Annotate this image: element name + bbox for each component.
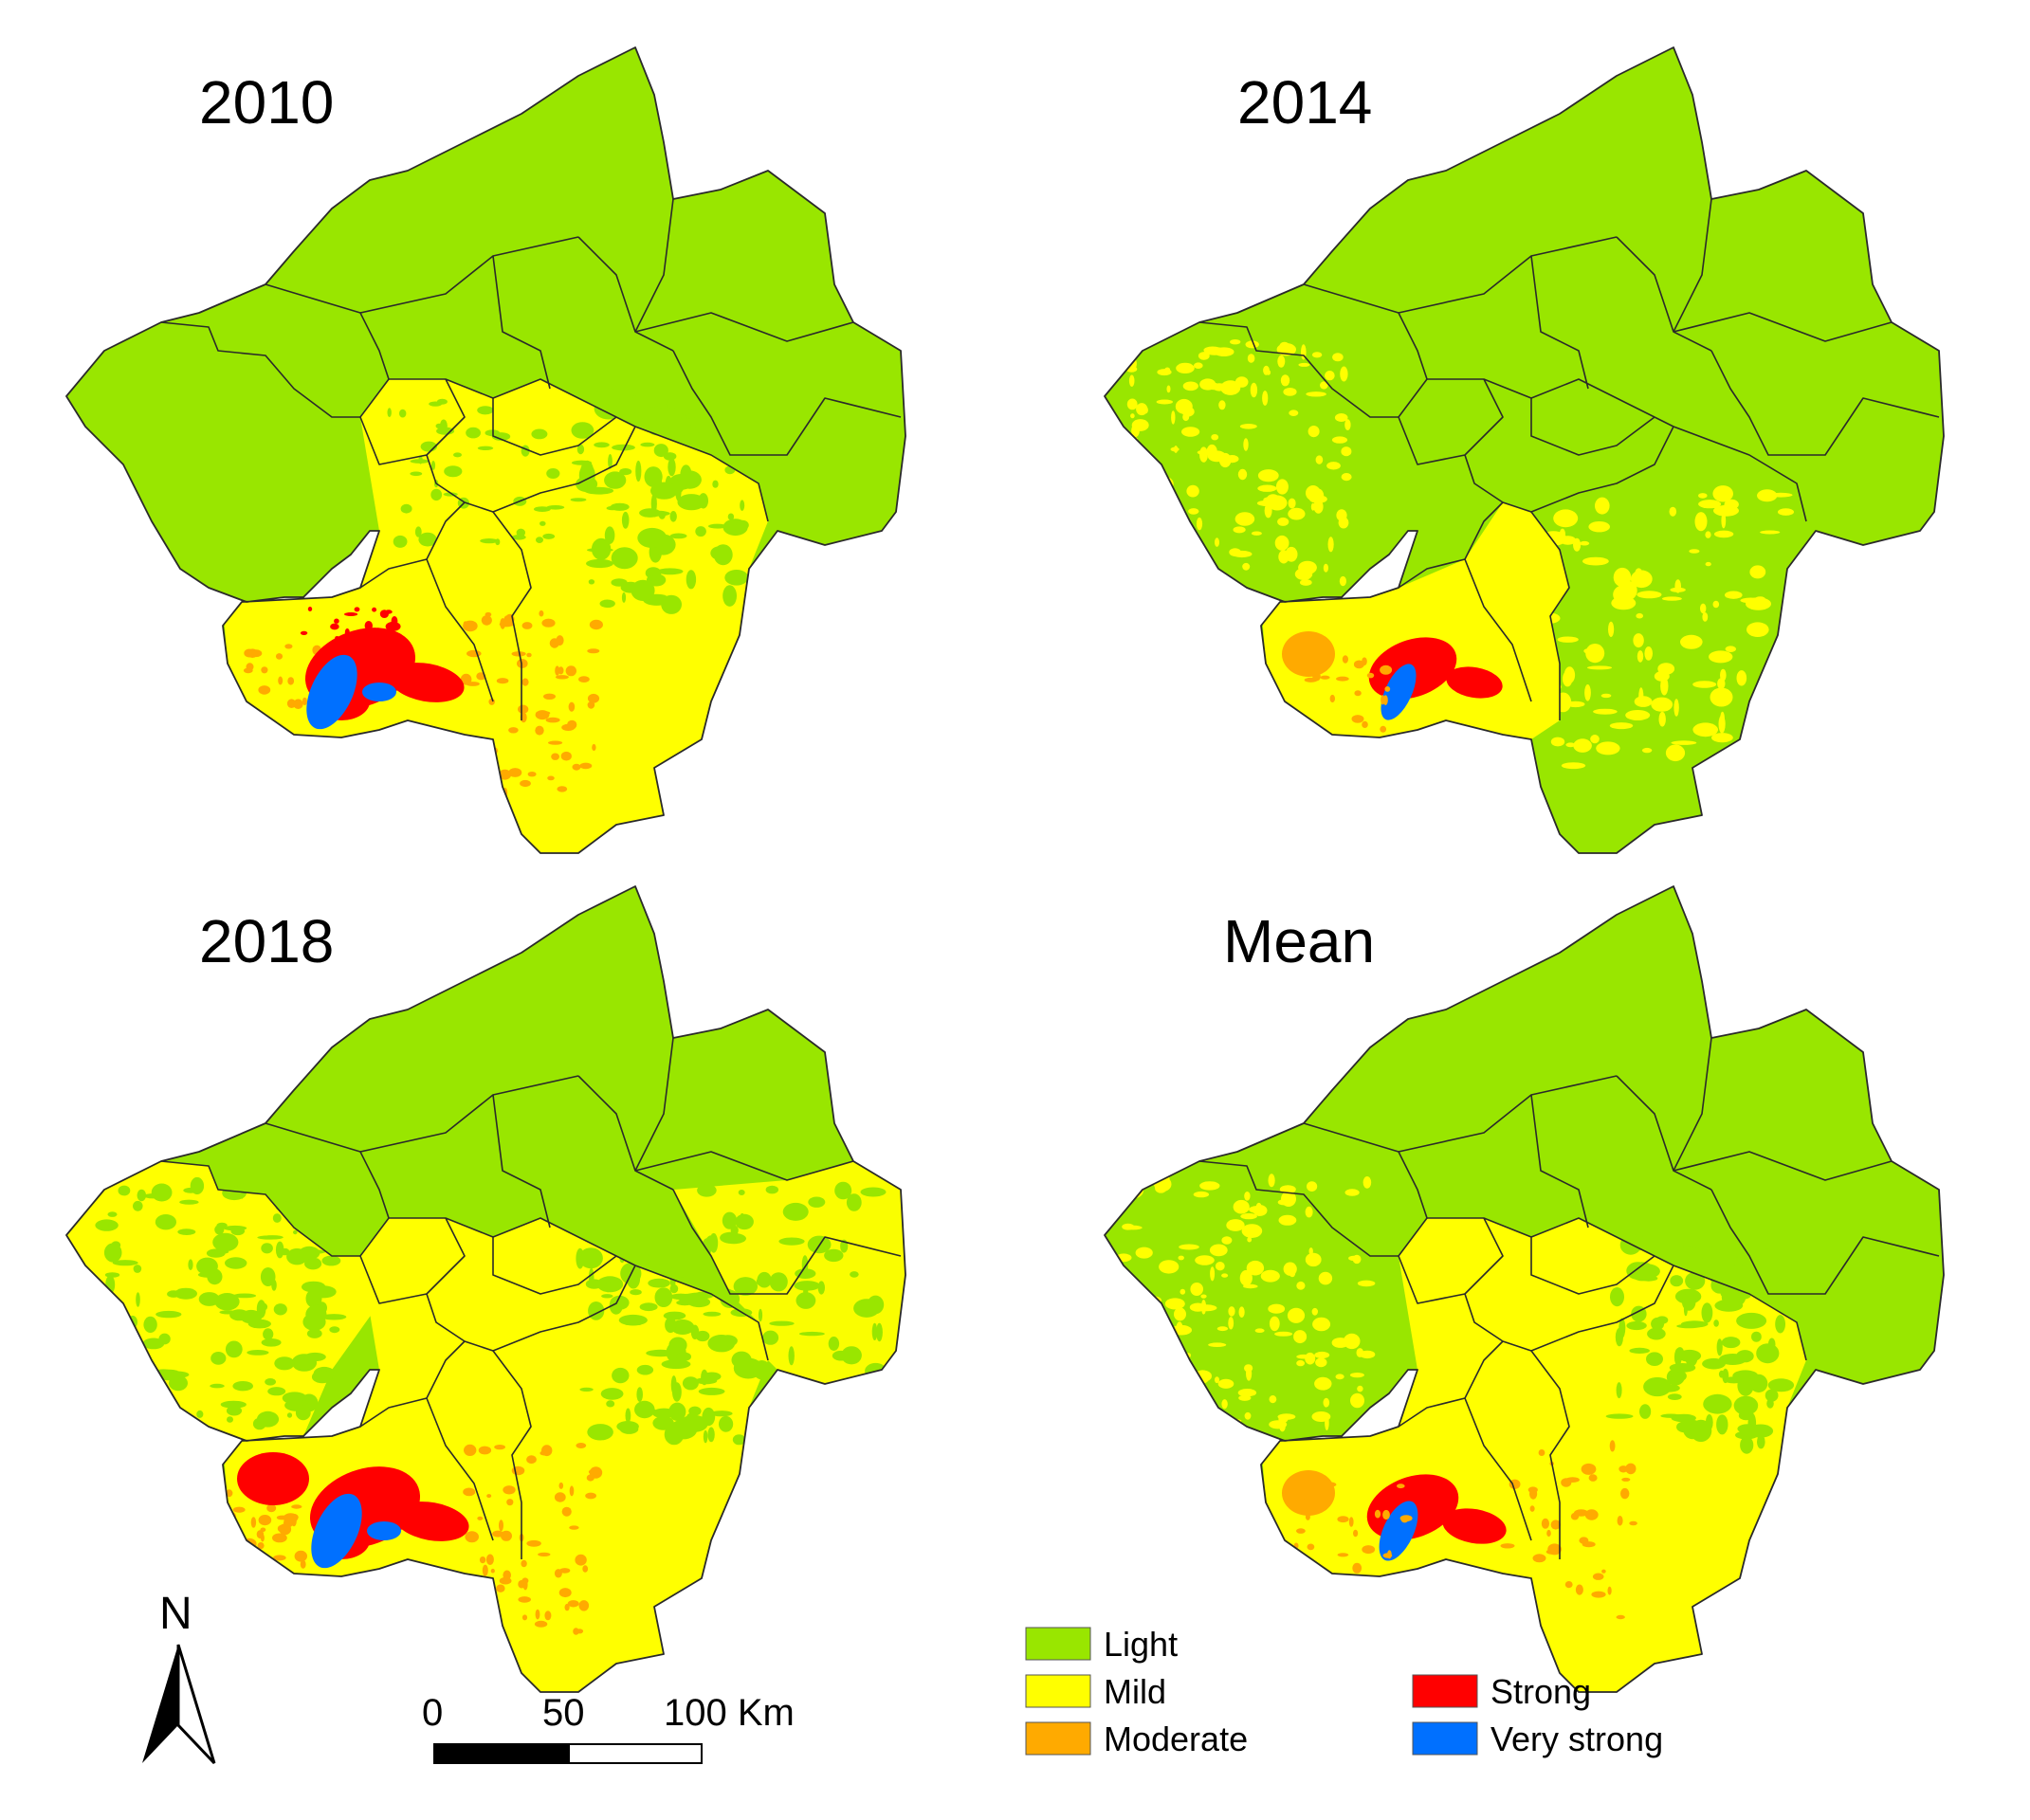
north-arrow-icon [142, 1645, 178, 1763]
panel-title-2010: 2010 [199, 68, 334, 136]
map-panel-mean [1104, 885, 1945, 1693]
legend-very-strong-label: Very strong [1490, 1720, 1663, 1758]
scale-bar-white-segment [568, 1743, 703, 1764]
scale-tick-50: 50 [542, 1692, 585, 1734]
legend-mild-label: Mild [1104, 1672, 1166, 1711]
legend-moderate-swatch [1025, 1721, 1091, 1756]
north-arrow: N [142, 1589, 216, 1765]
panel-title-mean: Mean [1223, 907, 1375, 975]
map-panel-2010 [65, 46, 906, 854]
legend-very-strong-swatch [1412, 1721, 1478, 1756]
legend-moderate-label: Moderate [1104, 1720, 1248, 1758]
scale-tick-100: 100 Km [664, 1692, 795, 1734]
panel-title-2014: 2014 [1237, 68, 1372, 136]
legend-strong-swatch [1412, 1674, 1478, 1708]
map-panel-2018 [65, 885, 906, 1693]
legend-light-label: Light [1104, 1625, 1178, 1664]
north-arrow-label: N [159, 1589, 192, 1639]
map-panel-2014 [1104, 46, 1945, 854]
scale-bar: 0 50 100 Km [422, 1692, 795, 1764]
legend-strong-label: Strong [1490, 1672, 1591, 1711]
legend-mild-swatch [1025, 1674, 1091, 1708]
legend: Light Mild Moderate Strong Very strong [1025, 1625, 1663, 1758]
legend-light-swatch [1025, 1627, 1091, 1661]
scale-tick-0: 0 [422, 1692, 443, 1734]
scale-bar-black-segment [433, 1743, 570, 1764]
panel-title-2018: 2018 [199, 907, 334, 975]
